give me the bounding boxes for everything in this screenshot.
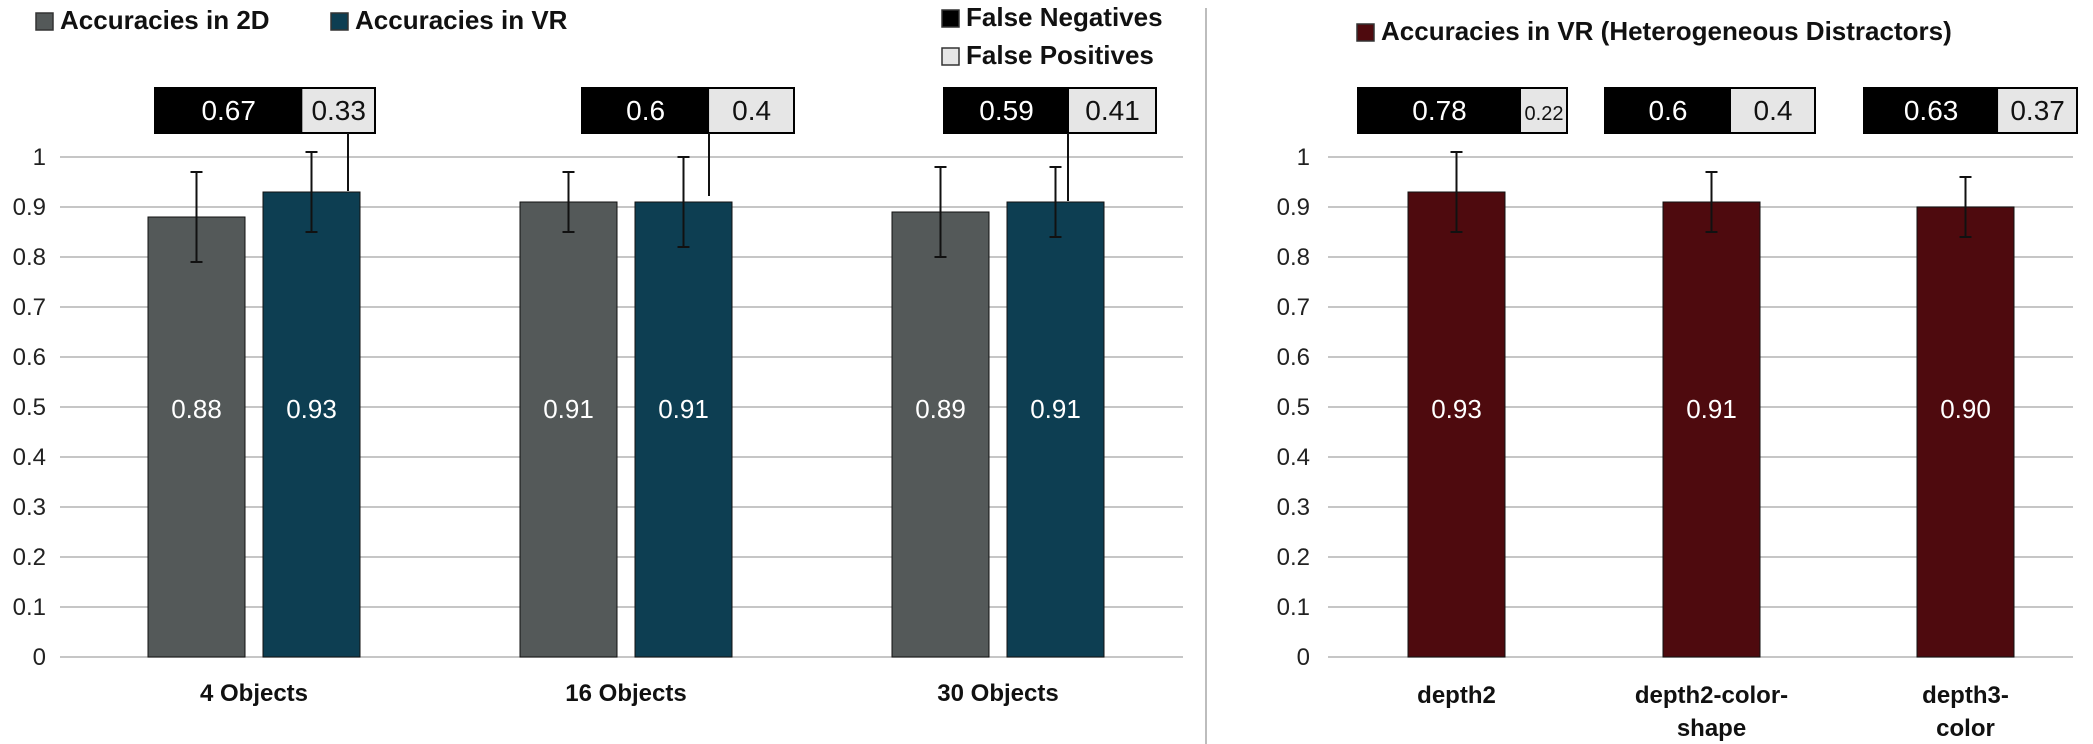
false-negatives-segment — [155, 88, 303, 133]
chart-left-object-count: 00.10.20.30.40.50.60.70.80.910.88 0.934 O… — [13, 2, 1183, 707]
chart-right-heterogeneous: 00.10.20.30.40.50.60.70.80.910.93depth20… — [1277, 16, 2078, 742]
y-tick-label: 0.4 — [1277, 444, 1310, 471]
x-category-label: depth2-color- — [1635, 682, 1788, 709]
bar — [1662, 201, 1761, 658]
false-negatives-segment — [1605, 88, 1731, 133]
false-negatives-label: 0.6 — [1649, 95, 1688, 126]
y-tick-label: 0.5 — [1277, 394, 1310, 421]
bar-value-label: 0.91 — [1030, 394, 1081, 424]
bar — [1916, 206, 2015, 658]
y-tick-label: 0.8 — [1277, 244, 1310, 271]
false-positives-label: 0.22 — [1525, 103, 1564, 125]
x-category-label: 16 Objects — [565, 680, 686, 707]
bar-value-label: 0.93 — [1431, 394, 1482, 424]
false-positives-segment — [1069, 88, 1156, 133]
y-tick-label: 0.8 — [13, 244, 46, 271]
x-category-label: 4 Objects — [200, 680, 308, 707]
y-tick-label: 1 — [33, 144, 46, 171]
bar — [891, 211, 990, 658]
bar-value-label: 0.89 — [915, 394, 966, 424]
breakdown-outline — [943, 87, 1157, 134]
y-tick-label: 1 — [1297, 144, 1310, 171]
false-negatives-label: 0.59 — [979, 95, 1034, 126]
false-positives-segment — [709, 88, 794, 133]
bar-value-label: 0.91 — [1686, 394, 1737, 424]
y-tick-label: 0.9 — [1277, 194, 1310, 221]
y-tick-label: 0.2 — [13, 544, 46, 571]
y-tick-label: 0.9 — [13, 194, 46, 221]
breakdown-outline — [581, 87, 795, 134]
bar-value-label: 0.91 — [543, 394, 594, 424]
false-negatives-segment — [1358, 88, 1522, 133]
y-tick-label: 0.3 — [1277, 494, 1310, 521]
x-category-label: color — [1936, 715, 1995, 742]
legend-acc2d-swatch — [35, 12, 54, 31]
legend-false-positives-swatch — [941, 47, 960, 66]
legend-false-negatives-swatch — [941, 9, 960, 28]
legend-accvr-label: Accuracies in VR — [355, 5, 568, 35]
x-category-label: 30 Objects — [937, 680, 1058, 707]
y-tick-label: 0.4 — [13, 444, 46, 471]
breakdown-outline — [1357, 87, 1568, 134]
y-tick-label: 0.7 — [1277, 294, 1310, 321]
legend-accvr-heterogeneous-swatch — [1356, 23, 1375, 42]
bar — [1407, 191, 1506, 658]
legend-accvr-swatch — [330, 12, 349, 31]
y-tick-label: 0.3 — [13, 494, 46, 521]
false-negatives-label: 0.67 — [201, 95, 256, 126]
y-tick-label: 0.6 — [1277, 344, 1310, 371]
false-positives-segment — [1731, 88, 1815, 133]
false-positives-segment — [1998, 88, 2077, 133]
legend-acc2d-label: Accuracies in 2D — [60, 5, 270, 35]
legend-false-negatives-label: False Negatives — [966, 2, 1163, 32]
bar — [262, 191, 361, 658]
bar-value-label: 0.91 — [658, 394, 709, 424]
x-category-label: depth2 — [1417, 682, 1496, 709]
bar — [147, 216, 246, 658]
false-negatives-label: 0.78 — [1412, 95, 1467, 126]
false-negatives-label: 0.6 — [626, 95, 665, 126]
false-negatives-segment — [944, 88, 1070, 133]
y-tick-label: 0.2 — [1277, 544, 1310, 571]
false-negatives-label: 0.63 — [1904, 95, 1959, 126]
breakdown-outline — [154, 87, 376, 134]
false-negatives-segment — [1864, 88, 1999, 133]
bar-value-label: 0.90 — [1940, 394, 1991, 424]
bar — [634, 201, 733, 658]
x-category-label: depth3- — [1922, 682, 2009, 709]
false-positives-label: 0.41 — [1085, 95, 1140, 126]
y-tick-label: 0.7 — [13, 294, 46, 321]
y-tick-label: 0.1 — [1277, 594, 1310, 621]
legend-accvr-heterogeneous-label: Accuracies in VR (Heterogeneous Distract… — [1381, 16, 1952, 46]
legend-false-positives-label: False Positives — [966, 40, 1154, 70]
x-category-label: shape — [1677, 715, 1746, 742]
y-tick-label: 0.6 — [13, 344, 46, 371]
breakdown-outline — [1863, 87, 2078, 134]
breakdown-outline — [1604, 87, 1816, 134]
bar-value-label: 0.88 — [171, 394, 222, 424]
false-positives-label: 0.4 — [732, 95, 771, 126]
false-positives-label: 0.37 — [2010, 95, 2065, 126]
y-tick-label: 0 — [33, 644, 46, 671]
false-positives-segment — [1521, 88, 1567, 133]
y-tick-label: 0.1 — [13, 594, 46, 621]
false-negatives-segment — [582, 88, 710, 133]
false-positives-label: 0.4 — [1754, 95, 1793, 126]
false-positives-label: 0.33 — [311, 95, 366, 126]
bar — [1006, 201, 1105, 658]
false-positives-segment — [302, 88, 375, 133]
bar-value-label: 0.93 — [286, 394, 337, 424]
y-tick-label: 0.5 — [13, 394, 46, 421]
y-tick-label: 0 — [1297, 644, 1310, 671]
bar — [519, 201, 618, 658]
